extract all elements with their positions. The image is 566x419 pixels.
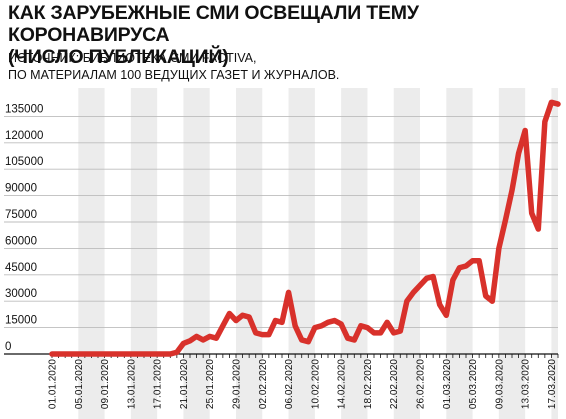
y-tick-label: 30000 [5,288,37,300]
title-line-2: (ЧИСЛО ПУБЛИКАЦИЙ) [8,46,229,68]
y-tick-label: 90000 [5,183,37,195]
series-layer [49,99,561,357]
y-tick-label: 135000 [5,103,43,115]
source-line-1: ИСТОЧНИК: БИБЛИОТЕКА СМИ FACTIVA, [8,51,257,65]
x-tick-label: 18.02.2020 [363,359,374,409]
y-tick-label: 105000 [5,156,43,168]
x-tick-label: 02.02.2020 [258,359,269,409]
series-line [49,99,561,357]
title-line-1: КАК ЗАРУБЕЖНЫЕ СМИ ОСВЕЩАЛИ ТЕМУ КОРОНАВ… [8,2,419,46]
x-tick-label: 09.03.2020 [494,359,505,409]
y-tick-label: 15000 [5,315,37,327]
x-tick-label: 17.03.2020 [547,359,558,409]
y-tick-label: 120000 [5,130,43,142]
x-tick-label: 10.02.2020 [310,359,321,409]
chart-title: КАК ЗАРУБЕЖНЫЕ СМИ ОСВЕЩАЛИ ТЕМУ КОРОНАВ… [8,2,560,68]
y-tick-label: 60000 [5,235,37,247]
x-tick-label: 22.02.2020 [389,359,400,409]
x-tick-label: 17.01.2020 [153,359,164,409]
chart-source: ИСТОЧНИК: БИБЛИОТЕКА СМИ FACTIVA, ПО МАТ… [8,50,560,84]
y-axis-ticks: 0 15000 30000 45000 60000 75000 90000 105000 120… [5,103,43,353]
x-tick-label: 25.01.2020 [205,359,216,409]
source-line-2: ПО МАТЕРИАЛАМ 100 ВЕДУЩИХ ГАЗЕТ И ЖУРНАЛ… [8,68,340,82]
column-band [551,88,558,419]
x-tick-label: 13.01.2020 [126,359,137,409]
y-tick-label: 75000 [5,209,37,221]
x-tick-label: 05.01.2020 [74,359,85,409]
x-tick-label: 05.03.2020 [468,359,479,409]
y-tick-label: 0 [5,341,11,353]
x-tick-label: 14.02.2020 [337,359,348,409]
x-tick-label: 09.01.2020 [100,359,111,409]
y-tick-label: 45000 [5,262,37,274]
x-tick-label: 13.03.2020 [521,359,532,409]
x-tick-label: 29.01.2020 [232,359,243,409]
x-tick-label: 21.01.2020 [179,359,190,409]
x-tick-label: 26.02.2020 [416,359,427,409]
x-tick-label: 01.03.2020 [442,359,453,409]
grid-lines [4,115,558,329]
x-tick-label: 06.02.2020 [284,359,295,409]
x-tick-label: 01.01.2020 [48,359,59,409]
